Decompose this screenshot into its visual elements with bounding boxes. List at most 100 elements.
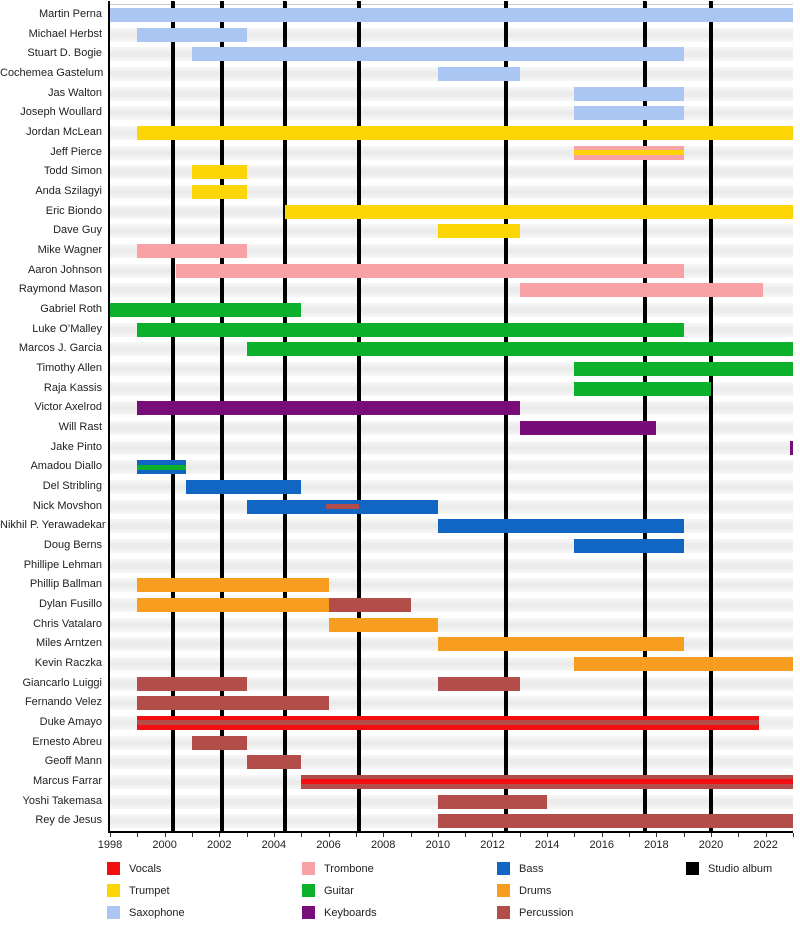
member-label: Joseph Woullard xyxy=(20,106,102,119)
tenure-bar xyxy=(110,7,793,22)
member-label: Amadou Diallo xyxy=(30,460,102,473)
member-label: Duke Amayo xyxy=(39,716,102,728)
keyboards-color-swatch xyxy=(302,906,315,919)
tenure-bar xyxy=(301,774,793,789)
x-axis-tick xyxy=(492,833,494,837)
x-axis-tick xyxy=(273,833,275,837)
studio-album-line xyxy=(282,1,287,833)
x-axis-tick xyxy=(629,833,631,837)
member-label: Luke O’Malley xyxy=(32,322,102,335)
tenure-bar xyxy=(437,519,684,534)
tenure-bar xyxy=(574,106,684,121)
studio-album-line xyxy=(170,1,175,833)
x-axis-label: 2018 xyxy=(644,839,669,851)
row-band xyxy=(110,460,793,475)
saxophone-color-swatch xyxy=(107,906,120,919)
tenure-bar xyxy=(110,302,302,317)
tenure-bar xyxy=(284,204,793,219)
tenure-bar xyxy=(137,578,329,593)
legend-item-saxophone: Saxophone xyxy=(107,906,185,919)
row-band xyxy=(110,499,793,514)
member-label: Dylan Fusillo xyxy=(39,598,102,610)
tenure-bar xyxy=(186,479,302,494)
x-axis-label: 2008 xyxy=(370,839,396,851)
member-label: Miles Arntzen xyxy=(35,637,102,650)
x-axis-label: 2012 xyxy=(480,839,505,851)
row-band xyxy=(110,440,793,455)
member-label: Del Stribling xyxy=(42,480,102,492)
member-label: Timothy Allen xyxy=(36,362,102,374)
percussion-color-swatch xyxy=(497,906,510,919)
row-band xyxy=(110,735,793,750)
member-label: Phillip Ballman xyxy=(29,578,102,591)
tenure-bar xyxy=(191,165,247,180)
tenure-bar xyxy=(519,283,763,298)
member-label: Ernesto Abreu xyxy=(32,735,102,748)
legend-item-percussion: Percussion xyxy=(497,906,573,919)
studio-album-line xyxy=(709,1,714,833)
member-label: Nikhil P. Yerawadekar xyxy=(0,519,106,532)
member-label: Raja Kassis xyxy=(43,381,102,394)
x-axis-tick xyxy=(793,833,794,837)
x-axis-label: 2016 xyxy=(589,839,614,851)
tenure-bar xyxy=(437,676,520,691)
tenure-bar xyxy=(137,322,684,337)
legend-item-studio_album: Studio album xyxy=(686,862,772,875)
member-label: Victor Axelrod xyxy=(34,401,102,414)
y-axis-line xyxy=(108,1,110,833)
tenure-bar xyxy=(790,440,793,455)
row-band xyxy=(110,27,793,42)
row-band xyxy=(110,617,793,632)
member-label: Kevin Raczka xyxy=(34,657,102,669)
plot-top-border xyxy=(110,4,793,5)
tenure-bar xyxy=(246,755,302,770)
studio_album-color-swatch xyxy=(686,862,699,875)
tenure-bar xyxy=(137,715,759,730)
row-band xyxy=(110,165,793,180)
member-label: Will Rast xyxy=(58,421,102,433)
member-label: Marcus Farrar xyxy=(32,775,102,787)
member-label: Nick Movshon xyxy=(32,499,102,512)
tenure-bar xyxy=(191,47,684,62)
member-label: Rey de Jesus xyxy=(35,814,102,827)
row-band xyxy=(110,243,793,258)
member-label: Gabriel Roth xyxy=(40,303,102,315)
instrument-stripe xyxy=(137,720,759,726)
tenure-bar xyxy=(191,735,247,750)
x-axis-tick xyxy=(355,833,357,837)
tenure-bar xyxy=(437,794,548,809)
trumpet-color-swatch xyxy=(107,884,120,897)
tenure-bar xyxy=(137,460,187,475)
x-axis-label: 2006 xyxy=(316,839,341,851)
member-label: Eric Biondo xyxy=(45,204,102,217)
x-axis-tick xyxy=(601,833,603,837)
studio-album-line xyxy=(356,1,361,833)
member-label: Mike Wagner xyxy=(37,244,102,256)
tenure-bar xyxy=(574,145,684,160)
x-axis-label: 2000 xyxy=(152,839,177,851)
legend-item-trombone: Trombone xyxy=(302,862,374,875)
member-label: Doug Berns xyxy=(43,539,102,551)
studio-album-line xyxy=(504,1,509,833)
tenure-bar xyxy=(437,637,684,652)
tenure-bar xyxy=(328,617,438,632)
member-label: Cochemea Gastelum xyxy=(0,67,104,79)
tenure-bar xyxy=(137,27,247,42)
x-axis-tick xyxy=(519,833,521,837)
bass-color-swatch xyxy=(497,862,510,875)
row-band xyxy=(110,755,793,770)
tenure-bar xyxy=(246,342,793,357)
x-axis-tick xyxy=(465,833,467,837)
row-band xyxy=(110,538,793,553)
row-band xyxy=(110,558,793,573)
row-band xyxy=(110,106,793,121)
tenure-bar xyxy=(574,361,793,376)
member-label: Marcos J. Garcia xyxy=(18,342,102,355)
x-axis-tick xyxy=(437,833,439,837)
tenure-bar xyxy=(137,696,329,711)
x-axis-tick xyxy=(219,833,221,837)
legend-item-drums: Drums xyxy=(497,884,551,897)
instrument-stripe xyxy=(137,464,187,470)
x-axis-label: 1998 xyxy=(97,839,123,851)
legend-label: Trombone xyxy=(324,862,374,875)
